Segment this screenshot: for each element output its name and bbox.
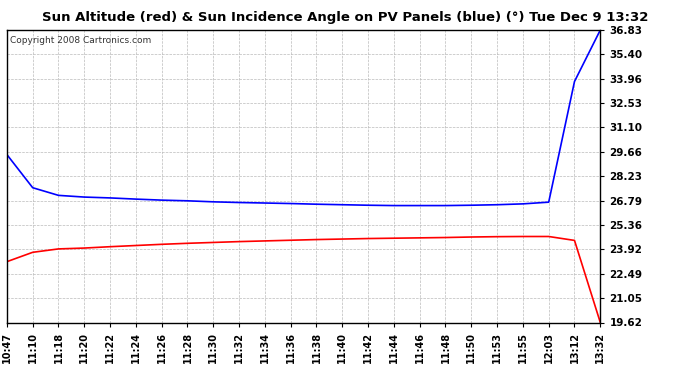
Text: Copyright 2008 Cartronics.com: Copyright 2008 Cartronics.com	[10, 36, 151, 45]
Text: Sun Altitude (red) & Sun Incidence Angle on PV Panels (blue) (°) Tue Dec 9 13:32: Sun Altitude (red) & Sun Incidence Angle…	[42, 11, 648, 24]
